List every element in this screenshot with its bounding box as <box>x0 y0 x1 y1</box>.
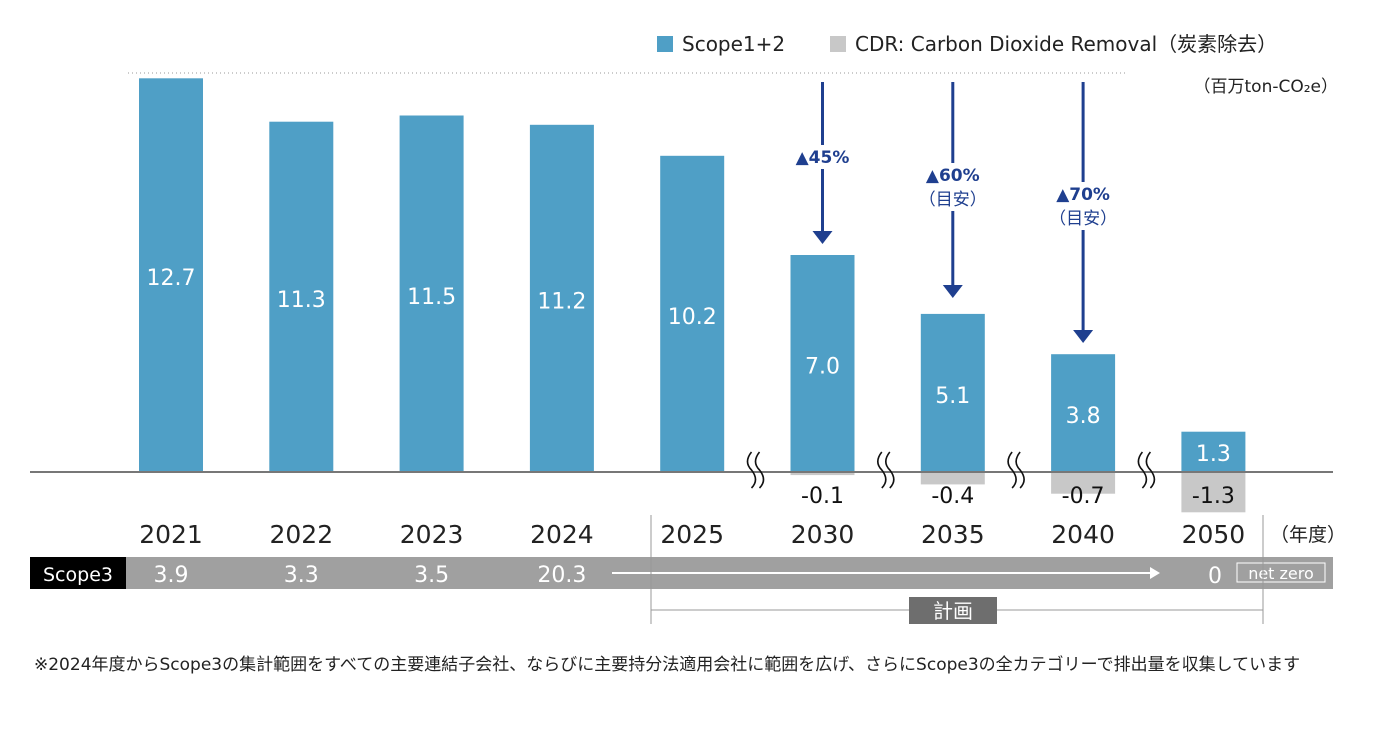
arrow-head-icon <box>1073 330 1094 343</box>
bar-scope12-2030 <box>790 255 855 472</box>
reduction-label: ▲70% <box>1056 185 1110 205</box>
bar-value-label: 1.3 <box>1196 442 1231 467</box>
x-tick-label: 2050 <box>1182 520 1246 549</box>
scope3-label: Scope3 <box>43 564 113 586</box>
reduction-label: ▲45% <box>796 148 850 168</box>
scope3-value: 20.3 <box>537 563 586 588</box>
reduction-label: ▲60% <box>926 166 980 186</box>
reduction-sub-label: （目安） <box>1049 209 1117 229</box>
arrow-head-icon <box>812 231 833 244</box>
plan-badge <box>909 597 997 624</box>
axis-break-icon <box>1137 451 1148 489</box>
x-tick-label: 2023 <box>400 520 464 549</box>
x-tick-label: 2040 <box>1051 520 1115 549</box>
bar-value-label: 7.0 <box>805 355 840 380</box>
bar-value-label: 12.7 <box>147 266 196 291</box>
bar-cdr-2050 <box>1181 472 1246 513</box>
unit-label: （百万ton-CO₂e） <box>1194 77 1339 97</box>
bar-scope12-2022 <box>269 121 334 472</box>
bar-cdr-2030 <box>790 472 855 476</box>
label-bg <box>914 163 991 211</box>
scope3-target-value: 0 <box>1208 564 1222 589</box>
legend-label: Scope1+2 <box>682 32 785 56</box>
x-tick-label: 2025 <box>660 520 724 549</box>
bar-value-label: 11.2 <box>537 289 586 314</box>
scope3-value: 3.9 <box>154 563 189 588</box>
arrow-head-icon <box>942 285 963 298</box>
cdr-value-label: -0.4 <box>931 484 974 509</box>
scope3-value: 3.5 <box>414 563 449 588</box>
reduction-sub-label: （目安） <box>919 190 987 210</box>
x-tick-label: 2021 <box>139 520 203 549</box>
bar-value-label: 5.1 <box>935 384 970 409</box>
bar-scope12-2023 <box>399 115 464 472</box>
label-bg <box>1045 182 1122 230</box>
axis-break-icon <box>885 451 895 489</box>
bar-cdr-2040 <box>1051 472 1116 494</box>
arrow-head-icon <box>1150 567 1160 579</box>
axis-break-icon <box>754 451 765 489</box>
x-tick-label: 2024 <box>530 520 594 549</box>
bar-value-label: 3.8 <box>1066 404 1101 429</box>
scope3-label-bg <box>30 557 126 589</box>
net-zero-badge <box>1236 562 1326 583</box>
bar-scope12-2035 <box>920 313 985 472</box>
legend-label: CDR: Carbon Dioxide Removal（炭素除去） <box>855 32 1277 56</box>
bar-value-label: 10.2 <box>668 305 717 330</box>
axis-break-icon <box>1007 451 1017 489</box>
x-tick-label: 2035 <box>921 520 985 549</box>
bar-scope12-2050 <box>1181 431 1246 472</box>
cdr-value-label: -1.3 <box>1192 484 1235 509</box>
plan-label: 計画 <box>933 599 973 623</box>
scope3-value: 3.3 <box>284 563 319 588</box>
footnote: ※2024年度からScope3の集計範囲をすべての主要連結子会社、ならびに主要持… <box>34 655 1301 675</box>
bar-scope12-2040 <box>1051 354 1116 472</box>
axis-break-icon <box>877 451 887 489</box>
cdr-value-label: -0.1 <box>801 484 844 509</box>
axis-break-icon <box>1015 451 1025 489</box>
axis-break-icon <box>746 451 757 489</box>
bar-scope12-2021 <box>139 78 203 473</box>
x-tick-label: 2030 <box>791 520 855 549</box>
bar-scope12-2025 <box>660 155 725 473</box>
bar-value-label: 11.3 <box>277 288 326 313</box>
bar-value-label: 11.5 <box>407 285 456 310</box>
legend-swatch <box>657 36 673 52</box>
cdr-value-label: -0.7 <box>1062 484 1105 509</box>
axis-break-icon <box>1145 451 1156 489</box>
net-zero-label: net zero <box>1248 564 1314 583</box>
bar-cdr-2035 <box>920 472 985 485</box>
label-bg <box>784 145 861 169</box>
x-axis-unit: （年度） <box>1270 524 1346 546</box>
x-tick-label: 2022 <box>269 520 333 549</box>
legend-swatch <box>830 36 846 52</box>
bar-scope12-2024 <box>529 124 594 473</box>
